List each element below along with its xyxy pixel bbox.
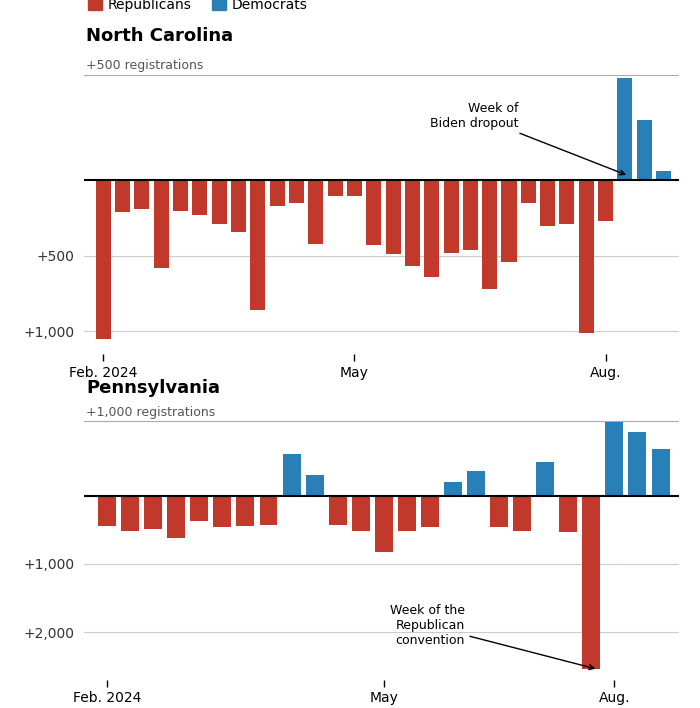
Bar	[167, 496, 186, 538]
Bar	[424, 181, 440, 277]
Bar	[582, 496, 601, 670]
Bar	[193, 181, 207, 215]
Bar	[606, 422, 624, 496]
Bar	[398, 496, 416, 530]
Bar	[513, 496, 531, 530]
Bar	[214, 496, 232, 527]
Bar	[211, 181, 227, 224]
Bar	[598, 181, 613, 221]
Bar	[190, 496, 209, 521]
Bar	[144, 496, 162, 529]
Bar	[251, 181, 265, 310]
Bar	[482, 181, 497, 289]
Text: North Carolina: North Carolina	[86, 27, 233, 45]
Bar	[98, 496, 116, 527]
Bar	[260, 496, 277, 525]
Bar	[656, 171, 671, 181]
Bar	[121, 496, 139, 531]
Bar	[637, 120, 652, 181]
Bar	[579, 181, 594, 333]
Text: +500 registrations: +500 registrations	[86, 59, 203, 72]
Bar	[559, 496, 578, 532]
Bar	[351, 496, 370, 530]
Bar	[386, 181, 400, 254]
Bar	[306, 474, 323, 496]
Bar	[490, 496, 508, 527]
Bar	[444, 482, 462, 496]
Bar	[308, 181, 323, 244]
Bar	[115, 181, 130, 212]
Bar	[283, 454, 300, 496]
Text: +1,000 registrations: +1,000 registrations	[86, 406, 216, 419]
Bar	[347, 181, 362, 195]
Bar	[328, 181, 343, 195]
Bar	[270, 181, 285, 206]
Bar	[444, 181, 458, 253]
Bar	[134, 181, 150, 209]
Bar	[559, 181, 575, 224]
Bar	[536, 462, 554, 496]
Bar	[540, 181, 555, 226]
Text: Week of
Biden dropout: Week of Biden dropout	[430, 101, 624, 175]
Text: Pennsylvania: Pennsylvania	[86, 379, 220, 397]
Bar	[374, 496, 393, 552]
Bar	[501, 181, 517, 262]
Bar	[289, 181, 304, 203]
Bar	[521, 181, 536, 203]
Bar	[96, 181, 111, 339]
Bar	[231, 181, 246, 232]
Text: Week of the
Republican
convention: Week of the Republican convention	[389, 604, 594, 670]
Bar	[405, 181, 420, 266]
Bar	[329, 496, 346, 525]
Bar	[467, 472, 485, 496]
Bar	[154, 181, 169, 268]
Bar	[366, 181, 382, 245]
Bar	[617, 78, 632, 181]
Bar	[629, 432, 647, 496]
Bar	[463, 181, 478, 250]
Bar	[173, 181, 188, 210]
Bar	[237, 496, 254, 526]
Bar	[421, 496, 439, 527]
Legend: Republicans, Democrats: Republicans, Democrats	[88, 0, 307, 12]
Bar	[652, 450, 669, 496]
